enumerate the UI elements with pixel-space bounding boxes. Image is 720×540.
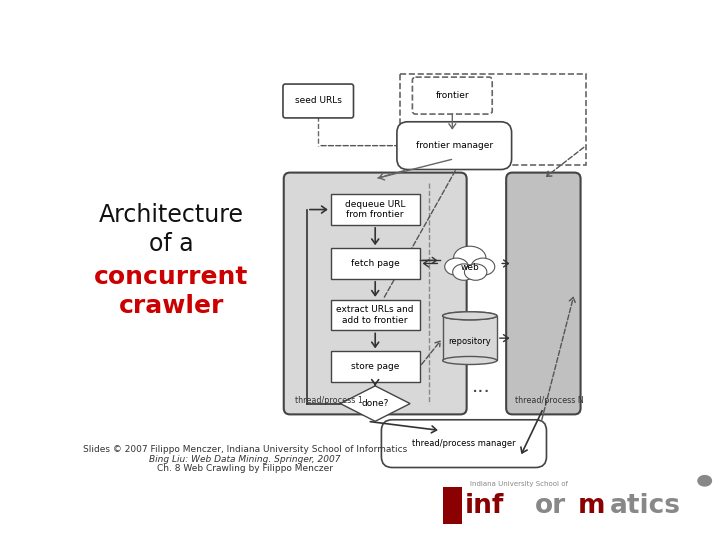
Text: concurrent: concurrent [94, 265, 248, 288]
Bar [330, 248, 420, 279]
Text: repository: repository [449, 338, 491, 347]
Text: store page: store page [351, 362, 400, 371]
Ellipse shape [471, 258, 495, 275]
Text: m: m [577, 493, 606, 519]
Bar [443, 316, 497, 361]
Ellipse shape [445, 258, 468, 275]
Text: frontier: frontier [436, 91, 469, 100]
Text: dequeue URL: dequeue URL [345, 200, 405, 208]
Text: of a: of a [149, 232, 194, 256]
Circle shape [698, 476, 711, 486]
Bar [400, 74, 586, 165]
FancyBboxPatch shape [506, 173, 580, 414]
Text: frontier manager: frontier manager [415, 141, 492, 150]
Ellipse shape [464, 264, 487, 280]
Text: from frontier: from frontier [346, 211, 404, 219]
Ellipse shape [443, 312, 497, 320]
FancyBboxPatch shape [382, 420, 546, 468]
Text: ...: ... [472, 377, 491, 396]
Text: atics: atics [610, 493, 681, 519]
Ellipse shape [443, 356, 497, 365]
Text: or: or [534, 493, 566, 519]
Text: add to frontier: add to frontier [343, 316, 408, 325]
Text: web: web [460, 263, 479, 272]
Text: inf: inf [464, 493, 504, 519]
Text: fetch page: fetch page [351, 259, 400, 268]
Bar [330, 300, 420, 330]
Text: seed URLs: seed URLs [294, 97, 342, 105]
Text: thread/process N: thread/process N [516, 396, 584, 405]
Bar [330, 194, 420, 225]
Polygon shape [341, 386, 410, 421]
Ellipse shape [443, 312, 497, 320]
FancyBboxPatch shape [413, 77, 492, 114]
Text: Slides © 2007 Filippo Menczer, Indiana University School of Informatics: Slides © 2007 Filippo Menczer, Indiana U… [83, 446, 407, 454]
FancyBboxPatch shape [284, 173, 467, 414]
Ellipse shape [453, 264, 475, 280]
Text: thread/process manager: thread/process manager [412, 439, 516, 448]
Text: thread/process 1: thread/process 1 [294, 396, 362, 405]
Text: Architecture: Architecture [99, 203, 244, 227]
Bar [330, 351, 420, 382]
Text: Indiana University School of: Indiana University School of [470, 481, 568, 487]
Ellipse shape [454, 246, 486, 270]
FancyBboxPatch shape [397, 122, 512, 170]
Text: Ch. 8 Web Crawling by Filippo Menczer: Ch. 8 Web Crawling by Filippo Menczer [157, 464, 333, 473]
FancyBboxPatch shape [283, 84, 354, 118]
Text: extract URLs and: extract URLs and [336, 305, 414, 314]
Text: done?: done? [361, 399, 389, 408]
Bar [443, 487, 462, 524]
Text: Bing Liu: Web Data Mining. Springer, 2007: Bing Liu: Web Data Mining. Springer, 200… [149, 455, 341, 463]
Text: crawler: crawler [119, 294, 224, 318]
